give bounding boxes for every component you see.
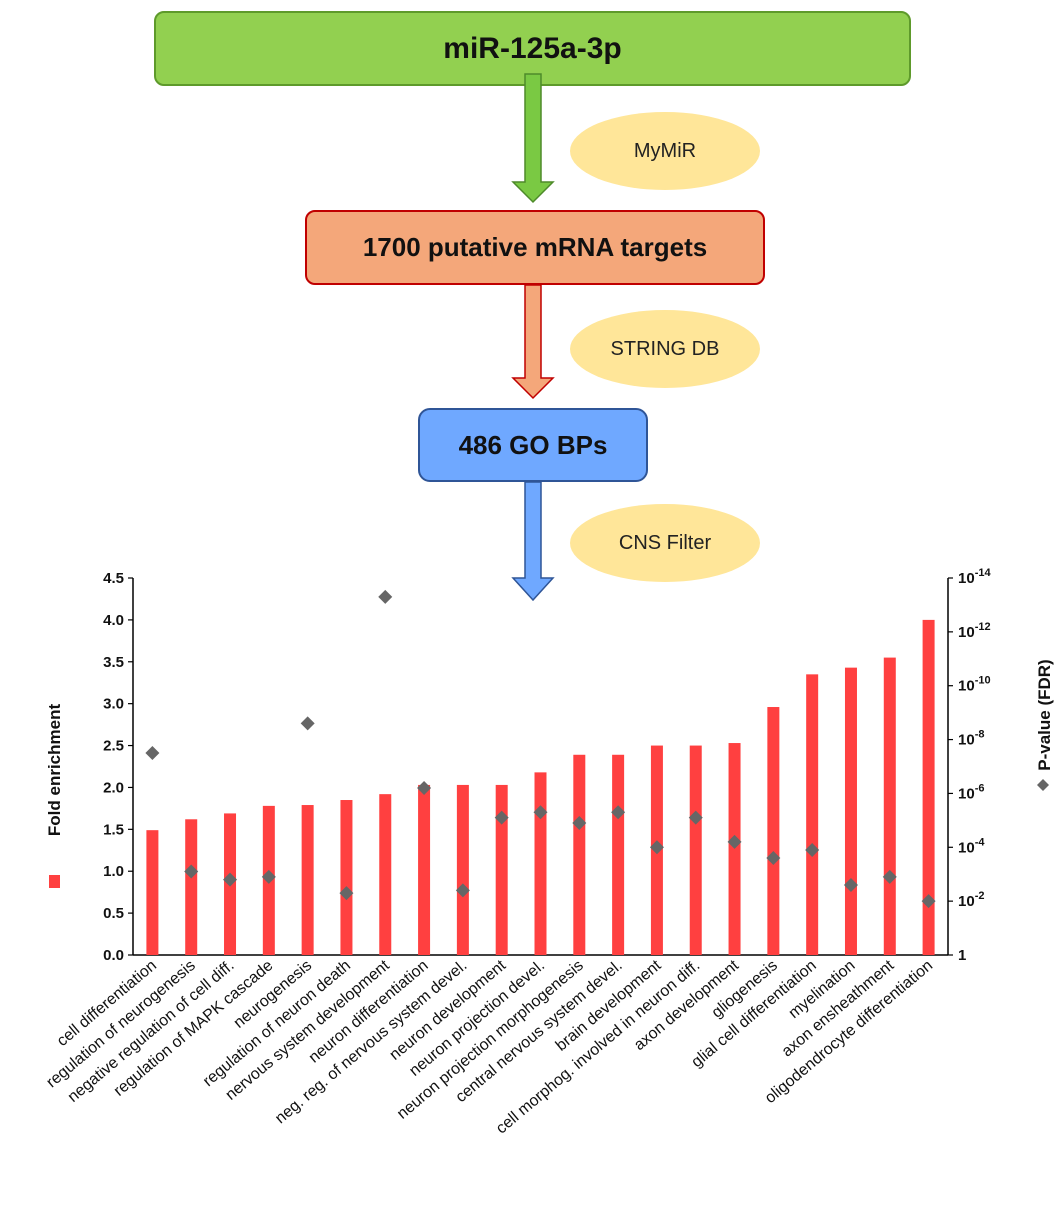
right-tick-label: 10-10	[958, 675, 991, 695]
left-tick-label: 1.5	[103, 821, 124, 838]
left-tick-label: 4.0	[103, 612, 124, 629]
bar	[379, 794, 392, 955]
mymir-label: MyMiR	[570, 112, 760, 190]
bar	[612, 754, 625, 955]
arrow-orange	[511, 284, 555, 400]
bar	[340, 800, 353, 955]
bar	[185, 819, 198, 955]
left-tick-label: 3.5	[103, 654, 124, 671]
right-tick-label: 10-4	[958, 836, 985, 856]
bar	[301, 805, 314, 955]
pvalue-point	[688, 810, 703, 825]
pvalue-point	[572, 816, 587, 831]
pvalue-point	[300, 716, 315, 731]
right-tick-label: 10-8	[958, 729, 984, 749]
arrow-green	[511, 73, 555, 204]
left-tick-label: 2.0	[103, 779, 124, 796]
right-tick-label: 10-6	[958, 782, 984, 802]
pvalue-point	[533, 805, 548, 820]
pvalue-point	[378, 589, 393, 604]
pvalue-point	[766, 851, 781, 866]
pvalue-point	[805, 842, 820, 857]
pvalue-point	[261, 869, 276, 884]
bar	[418, 784, 431, 955]
right-tick-label: 10-14	[958, 567, 991, 587]
pvalue-point	[339, 886, 354, 901]
bar	[456, 784, 469, 955]
left-tick-label: 3.0	[103, 696, 124, 713]
right-tick-label: 10-12	[958, 621, 991, 641]
pvalue-point	[223, 872, 238, 887]
bar	[534, 772, 547, 955]
string-db-label: STRING DB	[570, 310, 760, 388]
chart: 0.0 0.5 1.0 1.5 2.0 2.5 3.0 3.5 4.0 4.5 1 10-2 10-4 1…	[43, 567, 1054, 1137]
right-tick-label: 1	[958, 947, 966, 964]
cns-filter-label: CNS Filter	[570, 504, 760, 582]
bar	[767, 707, 780, 955]
bar	[495, 784, 508, 955]
pvalue-point	[184, 864, 199, 879]
bar	[689, 745, 702, 955]
left-tick-label: 2.5	[103, 738, 124, 755]
bar	[922, 619, 935, 955]
bar	[573, 754, 586, 955]
category-label: regulation of neurogenesis	[43, 957, 198, 1091]
pvalue-point	[882, 869, 897, 884]
pvalue-point	[455, 883, 470, 898]
pvalue-point	[649, 840, 664, 855]
left-tick-label: 1.0	[103, 863, 124, 880]
right-tick-label: 10-2	[958, 890, 984, 910]
bar	[146, 830, 159, 955]
left-tick-label: 4.5	[103, 570, 124, 587]
right-axis-title: P-value (FDR)	[1035, 659, 1054, 770]
targets-box: 1700 putative mRNA targets	[305, 210, 765, 285]
left-tick-label: 0.0	[103, 947, 124, 964]
pvalue-point	[843, 877, 858, 892]
pvalue-point	[921, 894, 936, 909]
left-tick-label: 0.5	[103, 905, 124, 922]
left-axis-title: Fold enrichment	[45, 704, 64, 837]
pvalue-point	[727, 834, 742, 849]
pvalue-point	[145, 746, 160, 761]
legend-swatch-diamond	[1037, 779, 1049, 791]
pvalue-point	[417, 781, 432, 796]
bar	[844, 667, 857, 955]
pvalue-point	[494, 810, 509, 825]
go-box: 486 GO BPs	[418, 408, 648, 482]
pvalue-point	[611, 805, 626, 820]
bar	[806, 674, 819, 955]
bar	[883, 657, 896, 955]
legend-swatch-bar	[49, 875, 60, 888]
bar	[728, 743, 741, 955]
arrow-blue	[511, 481, 555, 602]
